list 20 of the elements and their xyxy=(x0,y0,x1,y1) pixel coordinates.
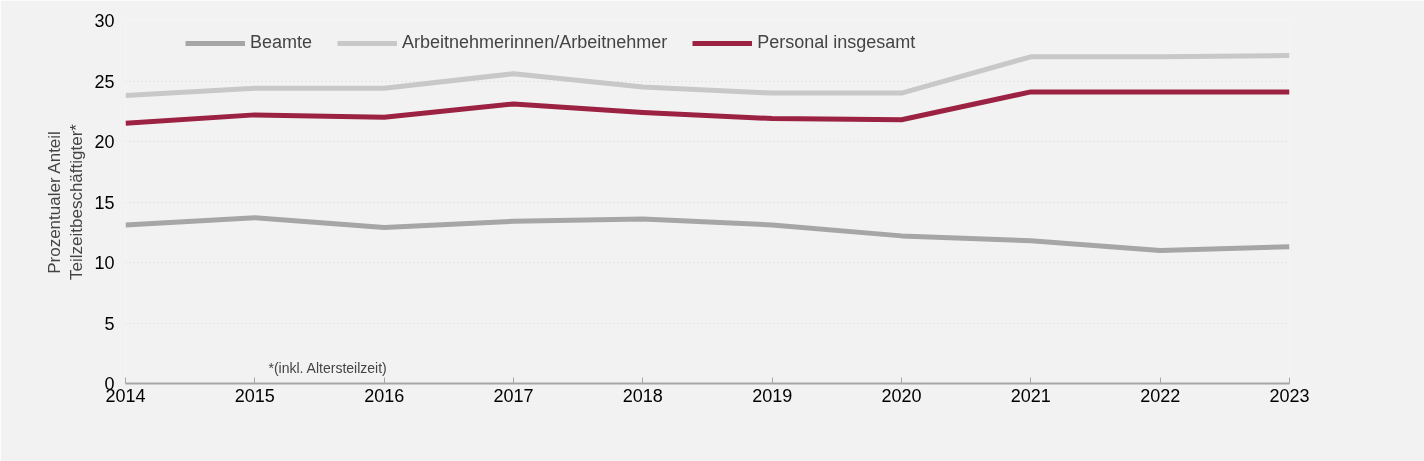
legend-label: Beamte xyxy=(250,32,313,53)
x-tick-label: 2015 xyxy=(234,385,275,406)
y-tick-label: 15 xyxy=(94,192,115,213)
x-tick-label: 2021 xyxy=(1010,385,1051,406)
x-tick-label: 2023 xyxy=(1269,385,1310,406)
x-tick-label: 2017 xyxy=(493,385,534,406)
y-tick-label: 10 xyxy=(94,253,115,273)
x-tick-label: 2018 xyxy=(622,385,663,406)
legend-label: Arbeitnehmerinnen/Arbeitnehmer xyxy=(402,32,668,53)
y-tick-label: 25 xyxy=(94,71,115,92)
legend-label: Personal insgesamt xyxy=(757,32,916,53)
x-tick-label: 2016 xyxy=(364,385,405,406)
x-tick-label: 2020 xyxy=(881,385,922,406)
annotation: *(inkl. Altersteilzeit) xyxy=(268,359,387,376)
y-tick-label: 20 xyxy=(94,132,115,152)
y-tick-label: 5 xyxy=(104,313,115,334)
x-tick-label: 2022 xyxy=(1140,385,1181,406)
y-axis-title: Prozentualer Anteil Teilzeitbeschäftigter* xyxy=(44,123,87,280)
y-tick-label: 30 xyxy=(94,11,115,31)
x-tick-label: 2019 xyxy=(752,385,793,406)
